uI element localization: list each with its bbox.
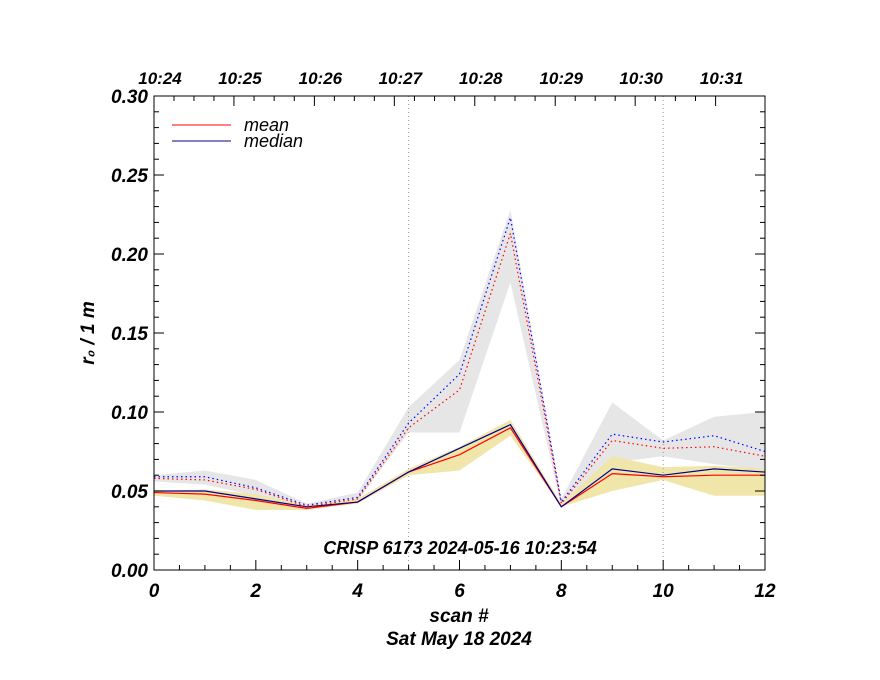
y-tick-label: 0.10 <box>111 403 148 424</box>
x-axis-label: scan # <box>429 606 489 627</box>
y-tick-label: 0.15 <box>111 324 148 345</box>
axis-ticks <box>153 95 766 571</box>
y-tick-label: 0.20 <box>111 245 148 266</box>
top-time-tick-label: 10:24 <box>138 69 182 88</box>
legend-mean-label: mean <box>244 115 289 135</box>
top-time-tick-label: 10:30 <box>619 69 663 88</box>
top-time-tick-label: 10:25 <box>218 69 262 88</box>
y-tick-label: 0.05 <box>111 482 148 503</box>
top-time-tick-label: 10:26 <box>299 69 343 88</box>
x-tick-label: 0 <box>149 581 160 602</box>
series-line-3 <box>154 217 766 506</box>
reference-vlines <box>408 96 664 570</box>
top-time-tick-label: 10:31 <box>700 69 743 88</box>
y-tick-label: 0.00 <box>111 561 148 582</box>
x-tick-label: 2 <box>250 581 262 602</box>
spread-band-0 <box>154 209 765 509</box>
x-tick-label: 8 <box>556 581 567 602</box>
tick-labels: 0 2 4 6 8 10 120.000.050.100.150.200.250.3010:… <box>111 69 776 602</box>
series-line-1 <box>154 423 766 508</box>
x-tick-label: 4 <box>351 581 363 602</box>
data-series <box>153 217 766 509</box>
y-tick-label: 0.25 <box>111 166 148 187</box>
legend: mean median <box>172 115 303 151</box>
x-tick-label: 6 <box>454 581 465 602</box>
x-axis-date-label: Sat May 18 2024 <box>386 629 532 650</box>
top-time-tick-label: 10:27 <box>379 69 424 88</box>
series-line-0 <box>153 427 765 509</box>
top-time-tick-label: 10:28 <box>459 69 503 88</box>
chart-annotation: CRISP 6173 2024-05-16 10:23:54 <box>323 538 597 558</box>
x-tick-label: 12 <box>754 581 776 602</box>
y-axis-label: r₀ / 1 m <box>78 301 99 365</box>
spread-bands <box>154 209 765 510</box>
y-tick-label: 0.30 <box>111 87 148 108</box>
legend-median-label: median <box>244 131 303 151</box>
top-time-tick-label: 10:29 <box>539 69 583 88</box>
x-tick-label: 10 <box>653 581 675 602</box>
spread-band-1 <box>154 419 765 510</box>
